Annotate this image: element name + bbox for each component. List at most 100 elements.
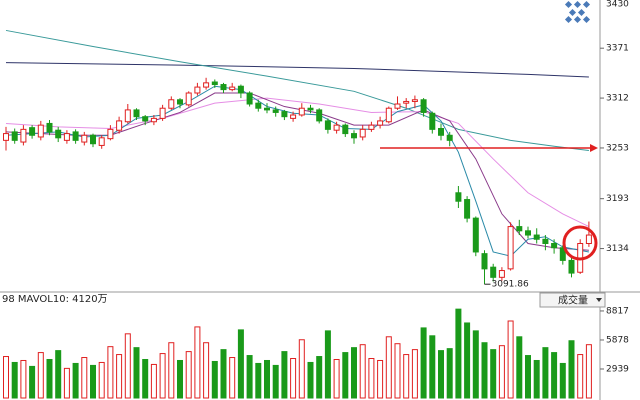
- volume-bar: [37, 352, 44, 399]
- candle-body: [229, 86, 236, 91]
- volume-bar: [585, 344, 592, 399]
- candle-body: [324, 120, 331, 130]
- candle-body: [177, 99, 183, 105]
- volume-bar: [272, 364, 279, 399]
- candle-body: [298, 107, 305, 116]
- candle-body: [185, 92, 192, 106]
- candle-body: [272, 109, 279, 113]
- candle-body: [498, 270, 505, 278]
- volume-bar: [385, 336, 392, 399]
- volume-bar: [429, 335, 436, 399]
- y-tick-label: 3253: [606, 143, 629, 153]
- selector-box[interactable]: [539, 292, 606, 308]
- candle-body: [246, 92, 253, 105]
- volume-bar: [420, 327, 427, 399]
- candle-body: [237, 85, 244, 94]
- y-tick-label: 3193: [606, 194, 629, 204]
- volume-bar: [55, 350, 62, 399]
- volume-selector[interactable]: 成交量: [539, 292, 606, 308]
- candle-body: [403, 100, 410, 104]
- candle-body: [377, 120, 384, 126]
- candle-body: [368, 124, 375, 130]
- candle-body: [37, 124, 44, 138]
- moving-average: [5, 62, 589, 78]
- volume-bar: [481, 342, 488, 399]
- candle-body: [72, 131, 79, 141]
- moving-average: [5, 29, 589, 151]
- candle-body: [507, 226, 514, 270]
- volume-bar: [194, 326, 201, 399]
- volume-tick-label: 2939: [606, 364, 629, 374]
- candle-body: [81, 134, 88, 143]
- candle-body: [46, 122, 53, 133]
- volume-tick-label: 8817: [606, 306, 629, 316]
- volume-bar: [211, 360, 218, 399]
- volume-bar: [507, 320, 514, 399]
- volume-bar: [394, 343, 401, 399]
- volume-bar: [542, 347, 549, 399]
- candle-body: [98, 137, 105, 146]
- volume-bar: [568, 340, 575, 399]
- volume-bar: [264, 359, 270, 399]
- candle-body: [264, 107, 270, 111]
- candle-body: [150, 117, 157, 123]
- candle-body: [446, 134, 453, 141]
- volume-bar: [159, 353, 166, 399]
- highlight-circle: [562, 225, 598, 261]
- volume-bar: [46, 358, 53, 399]
- candle-body: [472, 217, 479, 253]
- volume-bar: [490, 349, 497, 399]
- candle-body: [342, 124, 349, 135]
- volume-bar: [229, 357, 236, 399]
- candle-body: [385, 107, 392, 123]
- volume-bar: [446, 348, 453, 399]
- candle-body: [29, 127, 36, 136]
- volume-bar: [525, 355, 531, 399]
- candle-body: [525, 230, 531, 236]
- volume-bar: [464, 322, 471, 399]
- reference-arrow: [590, 143, 598, 152]
- candle-body: [438, 128, 444, 136]
- volume-bar: [316, 356, 323, 399]
- candle-body: [307, 107, 314, 111]
- volume-bar: [342, 352, 349, 399]
- candle-body: [559, 247, 566, 261]
- y-tick-label: 3134: [606, 244, 629, 254]
- moving-average: [5, 97, 590, 228]
- volume-bar: [472, 330, 479, 399]
- candle-body: [290, 114, 297, 119]
- candle-body: [551, 242, 558, 249]
- volume-bar: [98, 361, 105, 399]
- volume-bar: [498, 345, 505, 399]
- volume-bar: [551, 352, 558, 399]
- volume-bar: [411, 349, 418, 399]
- volume-bar: [185, 351, 192, 399]
- candle-body: [142, 116, 149, 122]
- volume-bar: [455, 308, 462, 399]
- candle-body: [490, 266, 497, 278]
- candle-body: [168, 99, 175, 109]
- volume-bar: [255, 362, 262, 399]
- selector-arrow[interactable]: [596, 298, 602, 302]
- candle-body: [542, 238, 549, 244]
- candle-body: [220, 84, 227, 91]
- volume-bar: [168, 342, 175, 399]
- selector-label[interactable]: 成交量: [558, 294, 588, 307]
- volume-bar: [559, 362, 566, 399]
- volume-bar: [81, 357, 88, 399]
- volume-bar: [324, 330, 331, 399]
- volume-bar: [281, 351, 288, 399]
- candle-body: [133, 109, 140, 118]
- candle-body: [281, 111, 288, 118]
- moving-average: [5, 92, 589, 251]
- volume-bar: [3, 356, 9, 399]
- volume-bar: [377, 359, 384, 399]
- volume-bar: [351, 347, 357, 399]
- candle-body: [107, 128, 114, 140]
- volume-bar: [246, 355, 253, 399]
- candle-body: [124, 109, 131, 123]
- candle-body: [455, 192, 462, 202]
- candle-body: [194, 86, 201, 94]
- logo-icon: [564, 0, 591, 24]
